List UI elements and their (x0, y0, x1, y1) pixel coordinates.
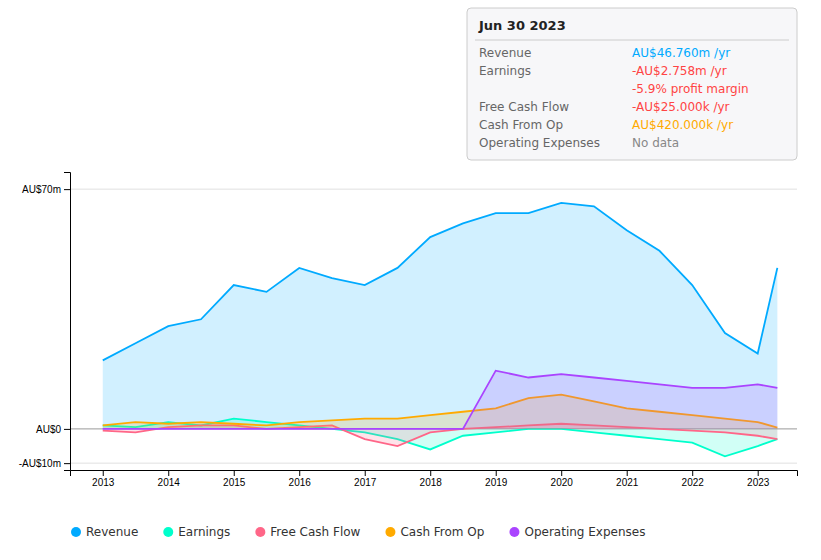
tick-mark (64, 463, 70, 464)
info-label: Cash From Op (479, 118, 563, 132)
info-box-frame (467, 8, 797, 160)
legend-item: Earnings (163, 525, 230, 539)
tick-mark (64, 429, 70, 430)
tick: 2015 (223, 470, 246, 488)
legend-swatch (385, 527, 395, 537)
tick: 2020 (551, 470, 574, 488)
info-box: Jun 30 2023 Revenue AU$46.760m /yr Earnings… (467, 8, 797, 160)
tick-label: 2018 (420, 477, 443, 488)
tick-mark (627, 470, 628, 476)
area (103, 371, 778, 429)
tick-label: 2020 (551, 477, 574, 488)
tick: 2022 (682, 470, 705, 488)
legend-label: Earnings (178, 525, 230, 539)
legend-item: Cash From Op (385, 525, 484, 539)
info-separator (475, 40, 789, 41)
tick-label: 2022 (682, 477, 705, 488)
tick-mark (692, 470, 693, 476)
legend-swatch (255, 527, 265, 537)
marks (103, 203, 778, 456)
tick-label: 2013 (92, 477, 115, 488)
legend-swatch (163, 527, 173, 537)
tick: 2018 (420, 470, 443, 488)
legend-item: Revenue (71, 525, 138, 539)
tick: 2014 (158, 470, 181, 488)
legend-label: Cash From Op (400, 525, 484, 539)
tick: AU$70m (22, 184, 70, 195)
tick: 2019 (485, 470, 508, 488)
legend-item: Free Cash Flow (255, 525, 360, 539)
tick-label: AU$70m (22, 184, 61, 195)
info-value: -5.9% profit margin (632, 82, 749, 96)
tick-mark (496, 470, 497, 476)
legend-swatch (509, 527, 519, 537)
tick-mark (561, 470, 562, 476)
y-axis: AU$70m AU$0 -AU$10m (19, 173, 71, 471)
tick-mark (365, 470, 366, 476)
grid-line (70, 463, 797, 464)
legend-label: Revenue (86, 525, 138, 539)
info-label: Free Cash Flow (479, 100, 569, 114)
legend-swatch (71, 527, 81, 537)
chart: 2013 2014 2015 2016 2017 2018 2019 2020 2021 2022… (0, 0, 821, 560)
tick: 2013 (92, 470, 115, 488)
info-label: Revenue (479, 46, 531, 60)
info-value: AU$420.000k /yr (632, 118, 733, 132)
tick: 2016 (289, 470, 312, 488)
legend-label: Free Cash Flow (270, 525, 360, 539)
area (103, 203, 778, 429)
tick-label: 2014 (158, 477, 181, 488)
tick-label: AU$0 (36, 424, 61, 435)
tick-mark (430, 470, 431, 476)
tick-label: 2019 (485, 477, 508, 488)
info-title: Jun 30 2023 (478, 18, 566, 33)
info-value: -AU$25.000k /yr (632, 100, 730, 114)
tick: AU$0 (36, 424, 70, 435)
tick: 2017 (354, 470, 377, 488)
chart-container: 2013 2014 2015 2016 2017 2018 2019 2020 2021 2022… (0, 0, 821, 560)
tick-mark (168, 470, 169, 476)
plot: 2013 2014 2015 2016 2017 2018 2019 2020 2021 2022… (19, 173, 798, 489)
line (103, 371, 778, 429)
x-axis: 2013 2014 2015 2016 2017 2018 2019 2020 2021 2022… (71, 470, 798, 488)
axis-line (71, 471, 798, 477)
tick-label: 2015 (223, 477, 246, 488)
tick-mark (299, 470, 300, 476)
tick-label: -AU$10m (19, 458, 61, 469)
legend-label: Operating Expenses (524, 525, 645, 539)
legend-item: Operating Expenses (509, 525, 645, 539)
info-value: AU$46.760m /yr (632, 46, 730, 60)
info-value: -AU$2.758m /yr (632, 64, 727, 78)
legend: Revenue Earnings Free Cash Flow Cash From O… (71, 525, 645, 539)
tick: 2021 (616, 470, 639, 488)
tick-label: 2017 (354, 477, 377, 488)
info-label: Operating Expenses (479, 136, 600, 150)
tick-label: 2021 (616, 477, 639, 488)
tick-label: 2016 (289, 477, 312, 488)
tick-mark (758, 470, 759, 476)
tick-mark (103, 470, 104, 476)
info-label: Earnings (479, 64, 531, 78)
tick-mark (64, 189, 70, 190)
info-value: No data (632, 136, 679, 150)
tick: 2023 (747, 470, 770, 488)
tick: -AU$10m (19, 458, 70, 469)
grid-line (70, 189, 797, 190)
tick-label: 2023 (747, 477, 770, 488)
tick-mark (234, 470, 235, 476)
axis-line (64, 173, 71, 471)
line (103, 203, 778, 361)
grid (70, 189, 797, 463)
